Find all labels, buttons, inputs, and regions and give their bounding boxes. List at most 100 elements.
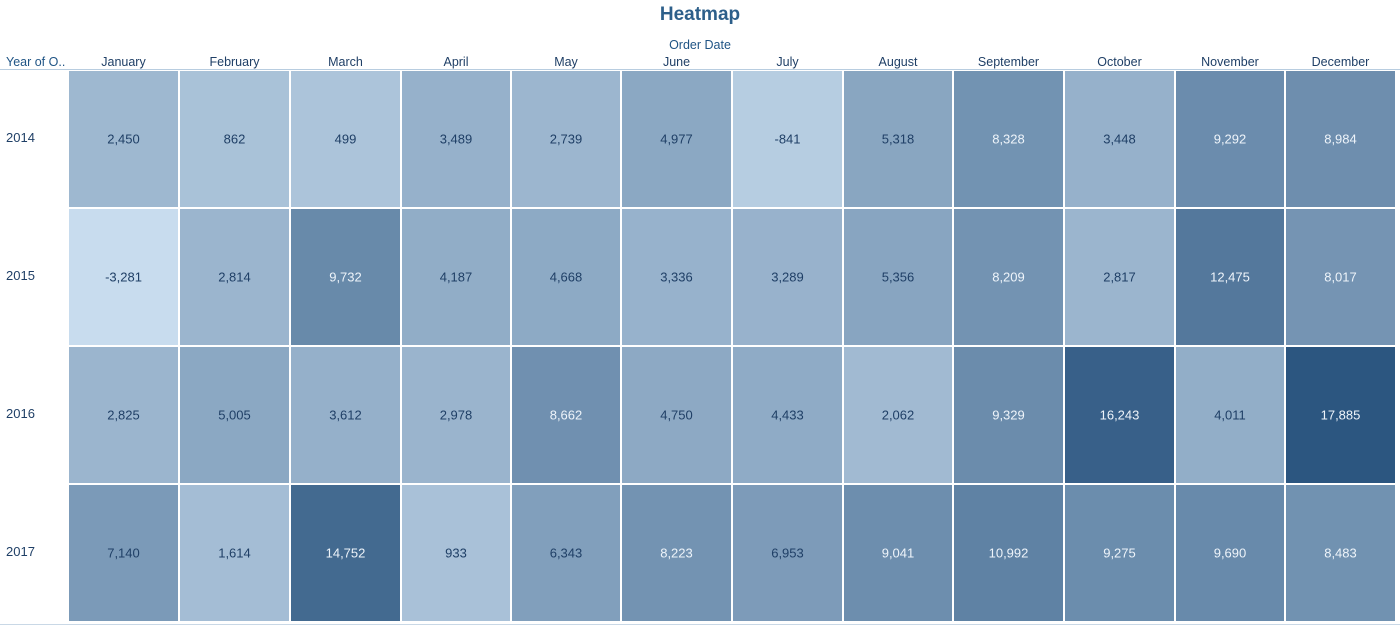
heatmap-cell-2014-july[interactable] — [733, 71, 842, 207]
heatmap-label: 933 — [445, 546, 467, 561]
heatmap-label: 3,289 — [771, 270, 804, 285]
column-header-march: March — [328, 55, 363, 69]
heatmap-cell-2015-november[interactable] — [1176, 209, 1284, 345]
heatmap-cell-2015-march[interactable] — [291, 209, 400, 345]
heatmap-label: 499 — [335, 132, 357, 147]
heatmap-cell-2014-february[interactable] — [180, 71, 289, 207]
header-divider — [0, 69, 1400, 70]
heatmap-cell-2015-december[interactable] — [1286, 209, 1395, 345]
heatmap-label: 862 — [224, 132, 246, 147]
heatmap-label: 9,041 — [882, 546, 915, 561]
heatmap-cell-2015-april[interactable] — [402, 209, 510, 345]
heatmap-label: 6,343 — [550, 546, 583, 561]
heatmap-label: 4,977 — [660, 132, 693, 147]
heatmap-cell-2014-march[interactable] — [291, 71, 400, 207]
heatmap-cell-2017-april[interactable] — [402, 485, 510, 621]
heatmap-label: 5,005 — [218, 408, 251, 423]
heatmap-label: 2,978 — [440, 408, 473, 423]
heatmap-cell-2015-august[interactable] — [844, 209, 952, 345]
column-axis-title: Order Date — [669, 38, 731, 52]
heatmap-label: 3,448 — [1103, 132, 1136, 147]
heatmap-label: 3,612 — [329, 408, 362, 423]
heatmap-label: 12,475 — [1210, 270, 1250, 285]
column-header-september: September — [977, 55, 1040, 69]
heatmap-cell-2016-october[interactable] — [1065, 347, 1174, 483]
heatmap-label: 17,885 — [1321, 408, 1361, 423]
column-header-february: February — [209, 55, 260, 69]
heatmap-label: 1,614 — [218, 546, 251, 561]
heatmap-label: 8,984 — [1324, 132, 1357, 147]
heatmap-cell-2014-august[interactable] — [844, 71, 952, 207]
heatmap-cell-2016-august[interactable] — [844, 347, 952, 483]
heatmap-cell-2016-february[interactable] — [180, 347, 289, 483]
heatmap-cell-2015-february[interactable] — [180, 209, 289, 345]
heatmap-label: 4,433 — [771, 408, 804, 423]
column-header-july: July — [776, 55, 799, 69]
heatmap-label: 9,329 — [992, 408, 1025, 423]
heatmap-cell-2016-may[interactable] — [512, 347, 620, 483]
row-header-2017: 2017 — [6, 544, 35, 559]
heatmap-cell-2016-march[interactable] — [291, 347, 400, 483]
heatmap-label: 9,690 — [1214, 546, 1247, 561]
heatmap-cell-2016-september[interactable] — [954, 347, 1063, 483]
row-header-2016: 2016 — [6, 406, 35, 421]
heatmap-label: 14,752 — [326, 546, 366, 561]
heatmap-cell-2017-june[interactable] — [622, 485, 731, 621]
heatmap-label: 9,275 — [1103, 546, 1136, 561]
heatmap-cell-2015-june[interactable] — [622, 209, 731, 345]
heatmap-cell-2014-september[interactable] — [954, 71, 1063, 207]
heatmap-cell-2015-september[interactable] — [954, 209, 1063, 345]
row-header-2014: 2014 — [6, 130, 35, 145]
heatmap-label: 3,336 — [660, 270, 693, 285]
heatmap-cell-2017-august[interactable] — [844, 485, 952, 621]
heatmap-cell-2017-july[interactable] — [733, 485, 842, 621]
heatmap-cell-2016-july[interactable] — [733, 347, 842, 483]
heatmap-label: 8,328 — [992, 132, 1025, 147]
row-axis-title[interactable]: Year of O.. — [6, 55, 66, 69]
heatmap-cell-2017-january[interactable] — [69, 485, 178, 621]
heatmap-cell-2015-october[interactable] — [1065, 209, 1174, 345]
heatmap-label: -3,281 — [105, 270, 142, 285]
heatmap-cell-2016-june[interactable] — [622, 347, 731, 483]
heatmap-cell-2017-february[interactable] — [180, 485, 289, 621]
heatmap-label: 2,825 — [107, 408, 140, 423]
heatmap-cell-2016-april[interactable] — [402, 347, 510, 483]
heatmap-cell-2017-november[interactable] — [1176, 485, 1284, 621]
heatmap-label: 6,953 — [771, 546, 804, 561]
heatmap-label: 4,668 — [550, 270, 583, 285]
heatmap-label: 9,292 — [1214, 132, 1247, 147]
chart-title: Heatmap — [659, 4, 741, 25]
heatmap-label: 16,243 — [1100, 408, 1140, 423]
heatmap-label: 2,062 — [882, 408, 915, 423]
heatmap-label: 8,483 — [1324, 546, 1357, 561]
heatmap-cell-2015-may[interactable] — [512, 209, 620, 345]
heatmap-label: 8,209 — [992, 270, 1025, 285]
heatmap-cell-2015-january[interactable] — [69, 209, 178, 345]
heatmap-cell-2015-july[interactable] — [733, 209, 842, 345]
column-header-november: November — [1201, 55, 1259, 69]
heatmap-label: 2,450 — [107, 132, 140, 147]
heatmap-cell-2017-october[interactable] — [1065, 485, 1174, 621]
heatmap-label: 8,017 — [1324, 270, 1357, 285]
heatmap-cell-2017-march[interactable] — [291, 485, 400, 621]
heatmap-cell-2016-november[interactable] — [1176, 347, 1284, 483]
heatmap-cell-2014-november[interactable] — [1176, 71, 1284, 207]
heatmap-cell-2017-december[interactable] — [1286, 485, 1395, 621]
heatmap-cell-2016-december[interactable] — [1286, 347, 1395, 483]
heatmap-label: 4,187 — [440, 270, 473, 285]
column-header-may: May — [554, 55, 578, 69]
heatmap-cell-2017-september[interactable] — [954, 485, 1063, 621]
heatmap-label: 3,489 — [440, 132, 473, 147]
heatmap-cell-2014-january[interactable] — [69, 71, 178, 207]
heatmap-cell-2014-april[interactable] — [402, 71, 510, 207]
heatmap-cell-2014-may[interactable] — [512, 71, 620, 207]
bottom-divider — [0, 624, 1400, 625]
heatmap-label: 5,318 — [882, 132, 915, 147]
heatmap-cell-2017-may[interactable] — [512, 485, 620, 621]
heatmap-cell-2014-december[interactable] — [1286, 71, 1395, 207]
heatmap-label: 4,750 — [660, 408, 693, 423]
heatmap-cell-2014-june[interactable] — [622, 71, 731, 207]
heatmap-label: 2,817 — [1103, 270, 1136, 285]
heatmap-cell-2016-january[interactable] — [69, 347, 178, 483]
heatmap-cell-2014-october[interactable] — [1065, 71, 1174, 207]
